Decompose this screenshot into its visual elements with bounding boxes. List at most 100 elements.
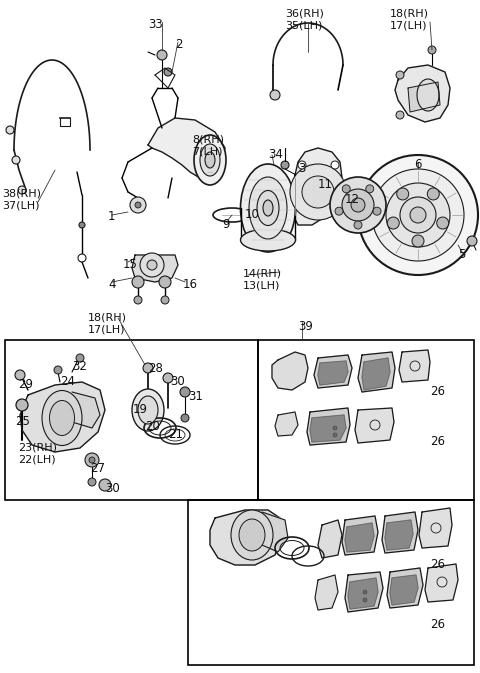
Bar bbox=[188, 500, 474, 665]
Circle shape bbox=[132, 276, 144, 288]
Text: 6: 6 bbox=[414, 158, 421, 171]
Circle shape bbox=[333, 426, 337, 430]
Circle shape bbox=[88, 478, 96, 486]
Text: 16: 16 bbox=[183, 278, 198, 291]
Circle shape bbox=[351, 198, 365, 212]
Ellipse shape bbox=[205, 152, 215, 168]
Text: 23(RH): 23(RH) bbox=[18, 443, 57, 453]
Circle shape bbox=[427, 188, 439, 200]
Circle shape bbox=[290, 164, 346, 220]
Ellipse shape bbox=[257, 190, 279, 225]
Circle shape bbox=[281, 161, 289, 169]
Polygon shape bbox=[419, 508, 452, 548]
Polygon shape bbox=[275, 412, 298, 436]
Circle shape bbox=[163, 373, 173, 383]
Polygon shape bbox=[345, 572, 383, 612]
Circle shape bbox=[437, 217, 449, 229]
Circle shape bbox=[331, 161, 339, 169]
Polygon shape bbox=[262, 512, 288, 552]
Circle shape bbox=[89, 457, 95, 463]
Circle shape bbox=[366, 185, 374, 193]
Polygon shape bbox=[314, 355, 352, 388]
Text: 31: 31 bbox=[188, 390, 203, 403]
Ellipse shape bbox=[240, 164, 296, 252]
Circle shape bbox=[157, 50, 167, 60]
Circle shape bbox=[333, 433, 337, 437]
Ellipse shape bbox=[49, 400, 74, 435]
Circle shape bbox=[396, 188, 408, 200]
Circle shape bbox=[130, 197, 146, 213]
Circle shape bbox=[410, 207, 426, 223]
Text: 8(RH): 8(RH) bbox=[192, 135, 224, 145]
Circle shape bbox=[99, 479, 111, 491]
Polygon shape bbox=[148, 118, 225, 178]
Polygon shape bbox=[318, 520, 342, 558]
Circle shape bbox=[79, 222, 85, 228]
Text: 34: 34 bbox=[268, 148, 283, 161]
Text: 26: 26 bbox=[430, 385, 445, 398]
Polygon shape bbox=[408, 82, 440, 112]
Ellipse shape bbox=[138, 396, 158, 424]
Circle shape bbox=[342, 189, 374, 221]
Text: 11: 11 bbox=[318, 178, 333, 191]
Text: 17(LH): 17(LH) bbox=[390, 20, 428, 30]
Ellipse shape bbox=[231, 510, 273, 560]
Polygon shape bbox=[345, 523, 374, 552]
Ellipse shape bbox=[239, 519, 265, 551]
Text: 22(LH): 22(LH) bbox=[18, 455, 56, 465]
Polygon shape bbox=[72, 392, 100, 428]
Polygon shape bbox=[315, 575, 338, 610]
Circle shape bbox=[6, 126, 14, 134]
Text: 29: 29 bbox=[18, 378, 33, 391]
Circle shape bbox=[164, 68, 172, 76]
Circle shape bbox=[428, 46, 436, 54]
Ellipse shape bbox=[42, 390, 82, 446]
Bar bbox=[5, 340, 258, 500]
Ellipse shape bbox=[240, 229, 296, 251]
Circle shape bbox=[372, 169, 464, 261]
Text: 2: 2 bbox=[175, 38, 182, 51]
Polygon shape bbox=[348, 578, 378, 609]
Text: 1: 1 bbox=[108, 210, 116, 223]
Text: 14(RH): 14(RH) bbox=[243, 268, 282, 278]
Text: 36(RH): 36(RH) bbox=[285, 8, 324, 18]
Ellipse shape bbox=[132, 389, 164, 431]
Circle shape bbox=[363, 590, 367, 594]
Text: 26: 26 bbox=[430, 435, 445, 448]
Text: 38(RH): 38(RH) bbox=[2, 188, 41, 198]
Polygon shape bbox=[318, 361, 348, 385]
Text: 33: 33 bbox=[148, 18, 163, 31]
Circle shape bbox=[358, 155, 478, 275]
Text: 17(LH): 17(LH) bbox=[88, 325, 125, 335]
Circle shape bbox=[270, 90, 280, 100]
Circle shape bbox=[161, 296, 169, 304]
Polygon shape bbox=[382, 512, 418, 553]
Circle shape bbox=[373, 207, 381, 215]
Circle shape bbox=[180, 387, 190, 397]
Circle shape bbox=[181, 414, 189, 422]
Polygon shape bbox=[272, 352, 308, 390]
Circle shape bbox=[134, 296, 142, 304]
Circle shape bbox=[400, 197, 436, 233]
Polygon shape bbox=[293, 148, 342, 225]
Circle shape bbox=[335, 207, 343, 215]
Ellipse shape bbox=[417, 79, 439, 111]
Circle shape bbox=[363, 598, 367, 602]
Text: 3: 3 bbox=[298, 162, 305, 175]
Polygon shape bbox=[355, 408, 394, 443]
Text: 15: 15 bbox=[123, 258, 138, 271]
Polygon shape bbox=[425, 564, 458, 602]
Circle shape bbox=[54, 366, 62, 374]
Text: 39: 39 bbox=[298, 320, 313, 333]
Text: 27: 27 bbox=[90, 462, 105, 475]
Circle shape bbox=[467, 236, 477, 246]
Circle shape bbox=[354, 221, 362, 229]
Polygon shape bbox=[387, 568, 423, 608]
Circle shape bbox=[140, 253, 164, 277]
Circle shape bbox=[15, 370, 25, 380]
Text: 12: 12 bbox=[345, 193, 360, 206]
Polygon shape bbox=[132, 255, 178, 282]
Polygon shape bbox=[362, 358, 390, 390]
Ellipse shape bbox=[194, 135, 226, 185]
Text: 26: 26 bbox=[430, 558, 445, 571]
